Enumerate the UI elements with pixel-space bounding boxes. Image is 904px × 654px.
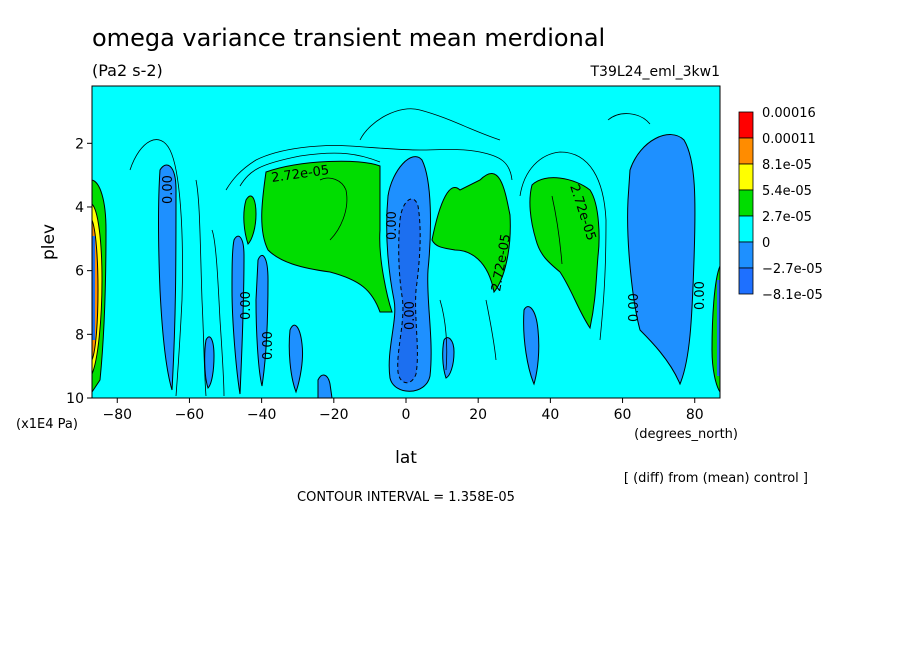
blue-region-north xyxy=(627,134,696,386)
x-axis-label: lat xyxy=(395,448,417,468)
plot-area: 2.72e-05 2.72e-05 2.72e-05 0.00 0.00 0.0… xyxy=(91,85,721,399)
colorbar-swatch xyxy=(738,137,754,165)
blue-region-equator-core xyxy=(397,198,421,384)
run-label: T39L24_eml_3kw1 xyxy=(590,64,721,80)
y-tick-label: 4 xyxy=(75,200,84,216)
colorbar-label: 0.00011 xyxy=(762,132,816,147)
x-tick-label: 0 xyxy=(402,407,411,423)
contour-label: 0.00 xyxy=(693,281,708,310)
y-tick-label: 10 xyxy=(66,391,84,407)
green-region-north xyxy=(529,177,600,330)
green-region-south-right xyxy=(431,173,511,294)
colorbar-swatch xyxy=(738,215,754,243)
blue-region-south-6 xyxy=(317,374,333,399)
green-region-small xyxy=(243,195,257,245)
x-tick-label: 40 xyxy=(541,407,559,423)
colorbar-label: 5.4e-05 xyxy=(762,184,812,199)
x-axis: −80 −60 −40 −20 0 20 40 60 80 xyxy=(102,398,704,423)
blue-region-south-1 xyxy=(158,164,177,391)
colorbar-label: 0.00016 xyxy=(762,106,816,121)
x-tick-label: 60 xyxy=(614,407,632,423)
chart-title: omega variance transient mean merdional xyxy=(92,24,605,52)
colorbar-label: 0 xyxy=(762,236,770,251)
colorbar-swatch xyxy=(738,267,754,295)
blue-region-south-3 xyxy=(255,255,269,387)
colorbar-label: −2.7e-05 xyxy=(762,262,823,277)
colorbar-swatch xyxy=(738,111,754,139)
diff-note: [ (diff) from (mean) control ] xyxy=(624,471,808,486)
contour-label: 0.00 xyxy=(261,331,276,360)
contour-label: 0.00 xyxy=(385,211,400,240)
contour-label: 0.00 xyxy=(627,293,642,322)
x-tick-label: −80 xyxy=(102,407,132,423)
x-tick-label: 20 xyxy=(469,407,487,423)
x-tick-label: 80 xyxy=(686,407,704,423)
y-axis-label: plev xyxy=(39,224,59,260)
colorbar-swatch xyxy=(738,189,754,217)
edge-west-dark xyxy=(92,236,95,340)
x-tick-label: −60 xyxy=(175,407,205,423)
x-tick-label: −40 xyxy=(247,407,277,423)
chart-units: (Pa2 s-2) xyxy=(92,61,163,80)
blue-region-mid-2 xyxy=(442,337,455,379)
y-axis: 2 4 6 8 10 xyxy=(66,136,92,407)
contour-label: 0.00 xyxy=(403,301,418,330)
blue-region-south-5 xyxy=(288,324,303,394)
blue-region-mid-1 xyxy=(523,306,540,386)
y-tick-label: 2 xyxy=(75,136,84,152)
y-tick-label: 8 xyxy=(75,327,84,343)
x-axis-units: (degrees_north) xyxy=(634,427,738,442)
x-tick-label: −20 xyxy=(319,407,349,423)
contour-label: 0.00 xyxy=(239,291,254,320)
colorbar-label: 2.7e-05 xyxy=(762,210,812,225)
blue-region-south-2 xyxy=(231,235,245,395)
y-tick-label: 6 xyxy=(75,264,84,280)
y-axis-units: (x1E4 Pa) xyxy=(16,417,78,432)
edge-east-dark xyxy=(717,280,720,376)
contour-label: 0.00 xyxy=(161,175,176,204)
colorbar-swatch xyxy=(738,241,754,269)
contour-interval: CONTOUR INTERVAL = 1.358E-05 xyxy=(297,490,515,505)
colorbar: 0.00016 0.00011 8.1e-05 5.4e-05 2.7e-05 0 −2.7… xyxy=(738,106,823,303)
colorbar-swatch xyxy=(738,163,754,191)
colorbar-label: −8.1e-05 xyxy=(762,288,823,303)
green-region-south xyxy=(261,160,393,313)
contour-lines xyxy=(129,108,651,397)
colorbar-label: 8.1e-05 xyxy=(762,158,812,173)
